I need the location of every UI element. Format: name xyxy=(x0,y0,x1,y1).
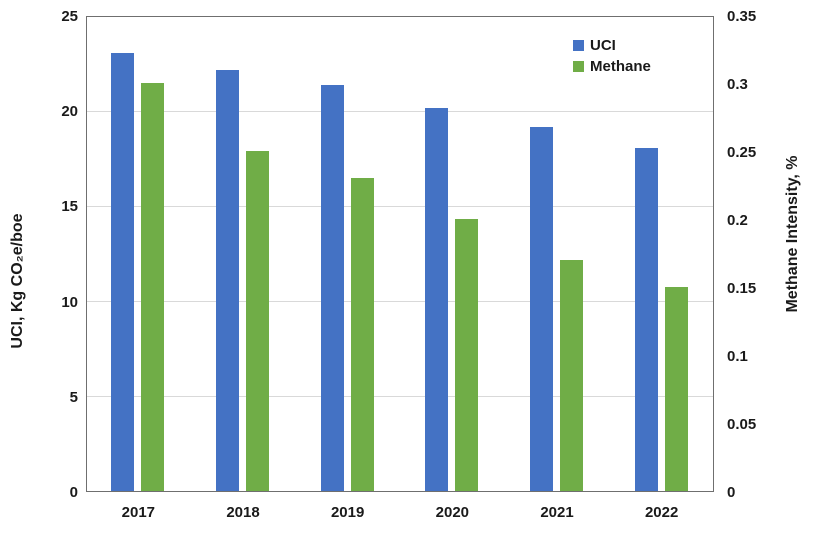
legend-label-methane: Methane xyxy=(590,58,651,75)
bar-uci-2018 xyxy=(216,70,239,491)
right-axis-tick-0.3: 0.3 xyxy=(727,76,748,93)
right-axis-tick-0.25: 0.25 xyxy=(727,144,757,161)
right-axis-tick-0.15: 0.15 xyxy=(727,280,757,297)
x-axis-label-2019: 2019 xyxy=(330,504,365,521)
x-axis-label-2017: 2017 xyxy=(121,504,156,521)
left-axis-tick-15: 15 xyxy=(61,198,78,216)
bar-methane-2022 xyxy=(664,287,688,491)
left-axis-tick-25: 25 xyxy=(61,8,78,25)
x-axis-label-2021: 2021 xyxy=(540,504,574,521)
legend-swatch-uci xyxy=(573,40,584,51)
gridline-5 xyxy=(87,396,713,398)
legend-swatch-methane xyxy=(573,61,584,72)
bar-methane-2017 xyxy=(141,83,165,491)
right-axis-tick-0: 0 xyxy=(727,484,736,501)
left-axis-tick-0: 0 xyxy=(69,484,78,501)
bar-uci-2021 xyxy=(530,127,553,491)
legend: UCI Methane xyxy=(573,35,651,77)
right-axis-tick-0.2: 0.2 xyxy=(727,212,748,229)
x-axis-label-2020: 2020 xyxy=(435,504,470,521)
gridline-15 xyxy=(87,205,713,207)
gridline-10 xyxy=(87,301,713,303)
right-axis-tick-0.05: 0.05 xyxy=(727,416,757,433)
legend-item-uci: UCI xyxy=(573,35,651,56)
bar-methane-2018 xyxy=(246,151,269,491)
x-axis-label-2022: 2022 xyxy=(644,504,679,521)
bar-uci-2022 xyxy=(634,148,658,491)
x-axis-label-2018: 2018 xyxy=(226,504,260,521)
legend-item-methane: Methane xyxy=(573,56,651,77)
left-axis-tick-5: 5 xyxy=(69,388,78,406)
bar-uci-2019 xyxy=(320,85,344,491)
bar-uci-2020 xyxy=(425,108,449,491)
left-axis-title: UCI, Kg CO₂e/boe xyxy=(9,213,26,349)
bar-methane-2019 xyxy=(350,178,374,491)
legend-label-uci: UCI xyxy=(590,37,616,54)
left-axis-tick-20: 20 xyxy=(61,103,78,121)
bar-methane-2020 xyxy=(455,219,479,491)
right-axis-tick-0.1: 0.1 xyxy=(727,348,748,365)
bar-methane-2021 xyxy=(560,259,583,491)
right-axis-tick-0.35: 0.35 xyxy=(727,8,757,25)
bar-uci-2017 xyxy=(111,53,135,491)
left-axis-tick-10: 10 xyxy=(61,293,78,311)
right-axis-title: Methane Intensity, % xyxy=(784,155,801,313)
gridline-20 xyxy=(87,110,713,112)
plot-area: UCI Methane xyxy=(86,16,714,492)
